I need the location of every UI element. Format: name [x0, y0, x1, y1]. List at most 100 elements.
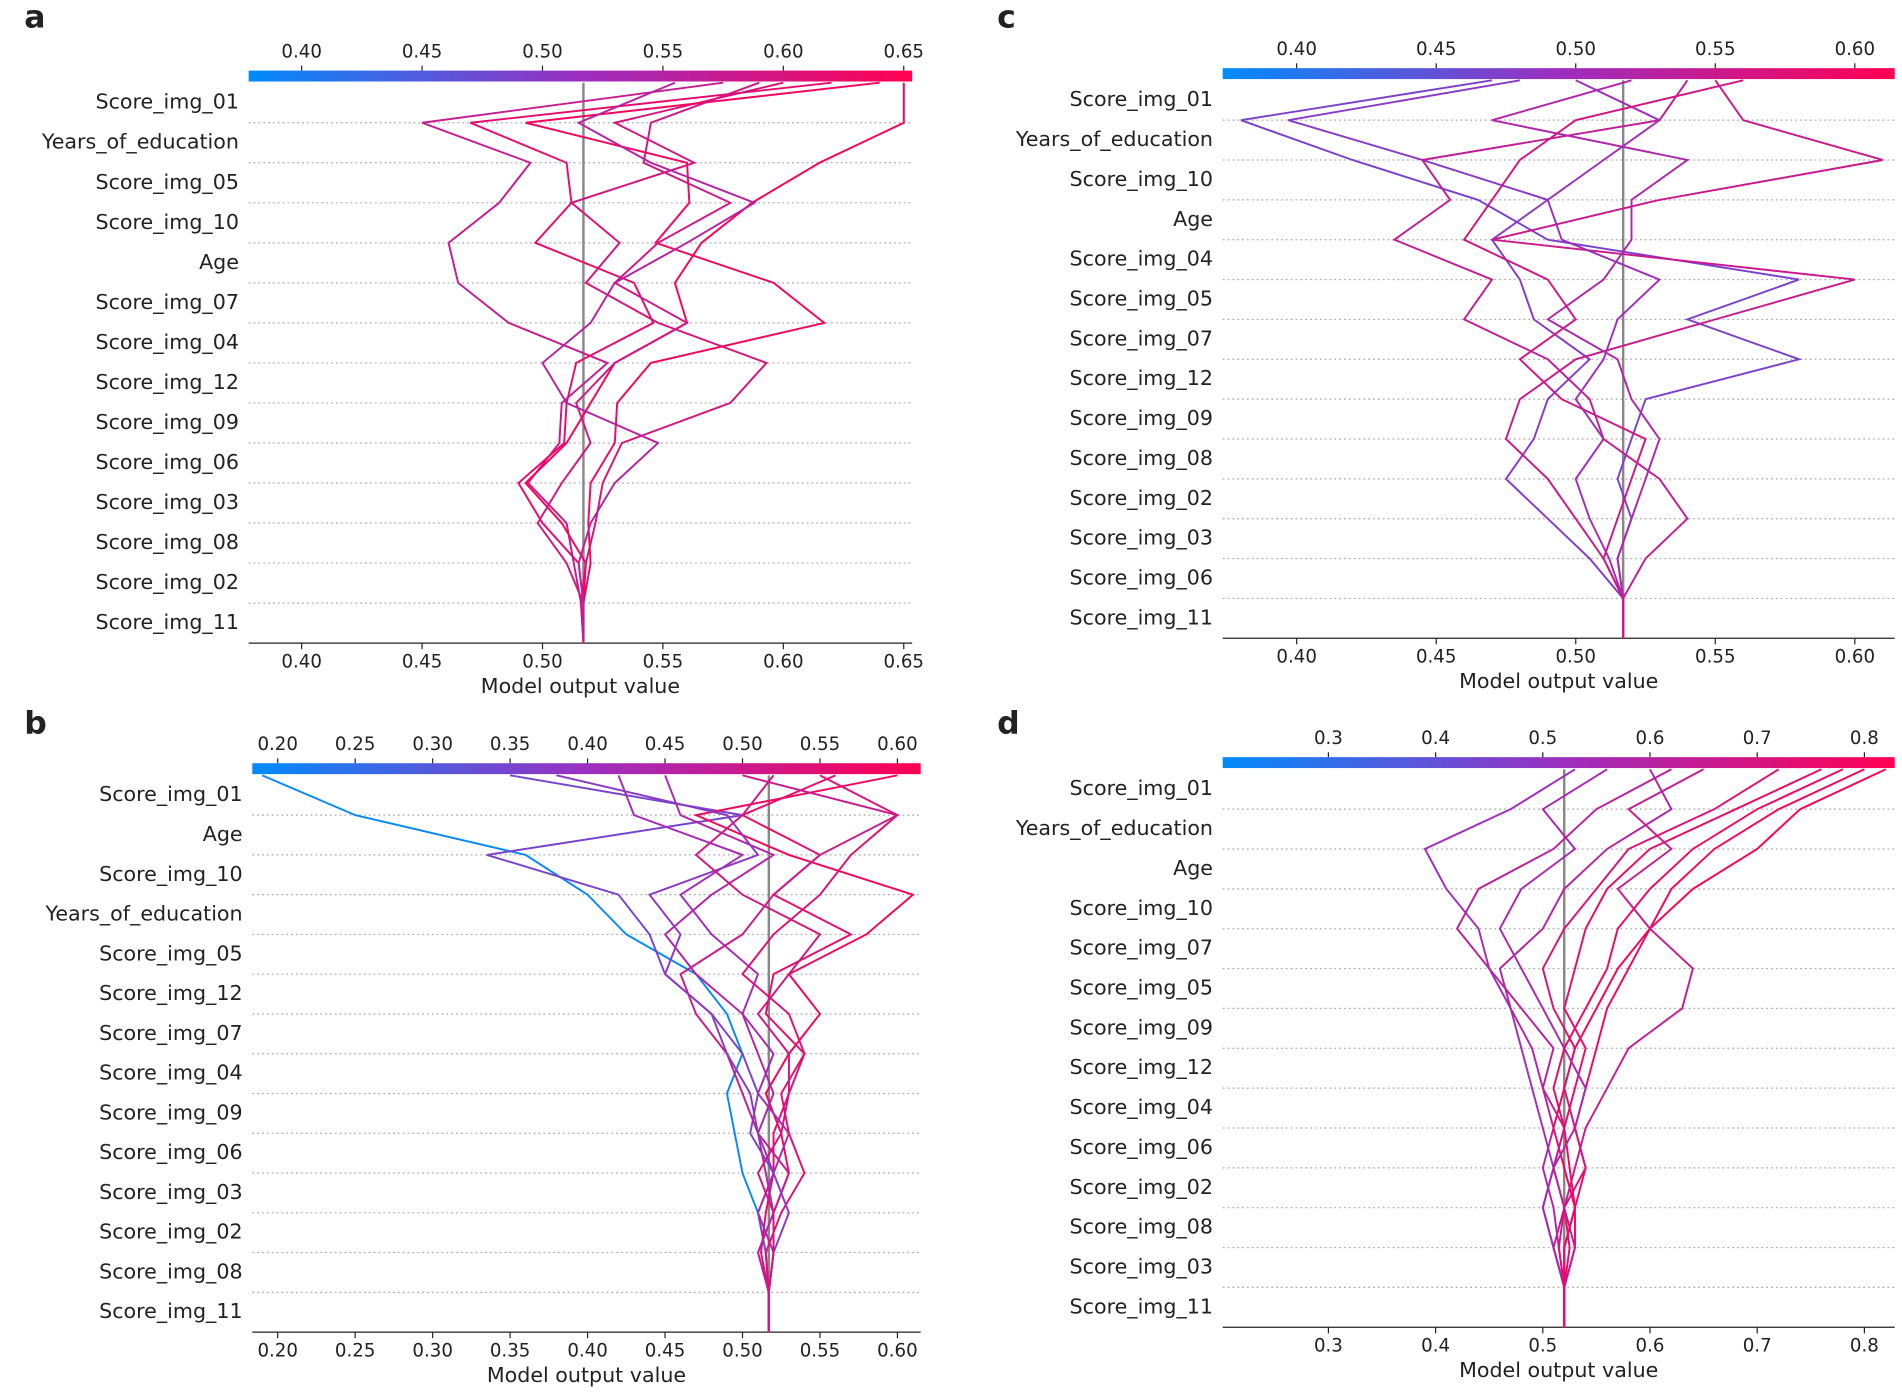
colorbar-tick-label: 0.40 — [567, 734, 607, 755]
feature-label: Score_img_11 — [96, 610, 239, 635]
colorbar-tick-label: 0.6 — [1636, 728, 1665, 749]
x-tick-label: 0.45 — [1416, 647, 1457, 668]
decision-line — [1392, 79, 1689, 639]
feature-label: Score_img_08 — [1070, 446, 1213, 471]
x-tick-label: 0.45 — [402, 652, 443, 673]
x-axis-label: Model output value — [1459, 1358, 1658, 1382]
feature-label: Score_img_11 — [1070, 605, 1213, 630]
feature-label: Score_img_03 — [1070, 1254, 1213, 1279]
panel-label: a — [24, 0, 45, 35]
feature-label: Score_img_10 — [1070, 896, 1213, 921]
feature-label: Score_img_08 — [99, 1259, 242, 1284]
feature-label: Score_img_06 — [1070, 565, 1213, 590]
feature-label: Score_img_05 — [96, 170, 239, 195]
feature-label: Age — [203, 822, 243, 846]
decision-line — [1455, 768, 1672, 1328]
decision-line — [421, 81, 724, 644]
feature-label: Score_img_07 — [1070, 326, 1213, 351]
decision-line — [536, 81, 760, 644]
colorbar-tick-label: 0.4 — [1421, 728, 1450, 749]
x-tick-label: 0.4 — [1421, 1336, 1450, 1357]
colorbar-tick-label: 0.7 — [1743, 728, 1772, 749]
x-axis-label: Model output value — [487, 1363, 686, 1387]
colorbar-tick-label: 0.8 — [1850, 728, 1879, 749]
feature-label: Score_img_03 — [96, 490, 239, 515]
colorbar — [248, 70, 913, 82]
feature-label: Score_img_12 — [1070, 366, 1213, 391]
decision-line — [1552, 768, 1844, 1328]
feature-label: Years_of_education — [1015, 816, 1213, 841]
colorbar-tick-label: 0.60 — [763, 41, 804, 62]
feature-label: Score_img_02 — [96, 570, 239, 595]
feature-label: Score_img_06 — [99, 1140, 242, 1165]
decision-line — [1491, 79, 1883, 639]
colorbar-tick-label: 0.45 — [402, 41, 443, 62]
feature-label: Years_of_education — [1015, 127, 1213, 152]
x-tick-label: 0.40 — [281, 652, 322, 673]
feature-label: Score_img_10 — [1070, 167, 1213, 192]
feature-label: Score_img_01 — [96, 90, 239, 115]
feature-label: Score_img_05 — [1070, 286, 1213, 311]
colorbar — [252, 763, 921, 775]
colorbar-tick-label: 0.45 — [645, 734, 686, 755]
feature-label: Score_img_04 — [1070, 1095, 1213, 1120]
x-tick-label: 0.50 — [1555, 647, 1596, 668]
feature-label: Score_img_10 — [96, 210, 239, 235]
decision-line — [1541, 768, 1780, 1328]
x-tick-label: 0.6 — [1636, 1336, 1665, 1357]
colorbar — [1222, 68, 1895, 80]
decision-line — [556, 774, 790, 1333]
feature-label: Score_img_11 — [1070, 1294, 1213, 1319]
x-tick-label: 0.20 — [257, 1341, 298, 1362]
decision-line — [1563, 768, 1865, 1328]
colorbar-tick-label: 0.50 — [722, 734, 763, 755]
decision-line — [1491, 79, 1690, 639]
colorbar-tick-label: 0.55 — [643, 41, 684, 62]
x-tick-label: 0.60 — [877, 1341, 918, 1362]
feature-label: Score_img_12 — [96, 370, 239, 395]
decision-line — [469, 81, 832, 644]
x-tick-label: 0.30 — [412, 1341, 453, 1362]
decision-line — [1552, 768, 1705, 1328]
feature-label: Score_img_03 — [1070, 526, 1213, 551]
colorbar — [1222, 757, 1895, 769]
feature-label: Years_of_education — [44, 902, 242, 927]
colorbar-tick-label: 0.20 — [257, 734, 298, 755]
feature-label: Score_img_03 — [99, 1180, 242, 1205]
x-tick-label: 0.3 — [1314, 1336, 1343, 1357]
feature-label: Score_img_07 — [99, 1021, 242, 1046]
x-tick-label: 0.45 — [645, 1341, 686, 1362]
feature-label: Score_img_10 — [99, 862, 242, 887]
decision-line — [1462, 79, 1744, 639]
feature-label: Score_img_08 — [1070, 1215, 1213, 1240]
x-tick-label: 0.55 — [1695, 647, 1736, 668]
feature-label: Score_img_11 — [99, 1299, 242, 1324]
colorbar-tick-label: 0.50 — [1555, 39, 1596, 60]
feature-label: Score_img_04 — [1070, 247, 1213, 272]
colorbar-tick-label: 0.60 — [1835, 39, 1876, 60]
colorbar-tick-label: 0.55 — [800, 734, 841, 755]
feature-label: Score_img_09 — [96, 410, 239, 435]
panel-label: b — [24, 705, 47, 741]
x-axis-label: Model output value — [1459, 669, 1658, 693]
colorbar-tick-label: 0.25 — [335, 734, 375, 755]
decision-line — [1288, 79, 1625, 639]
panel-label: d — [997, 705, 1020, 741]
x-tick-label: 0.50 — [522, 652, 563, 673]
x-tick-label: 0.60 — [763, 652, 804, 673]
feature-label: Score_img_09 — [1070, 406, 1213, 431]
x-tick-label: 0.55 — [800, 1341, 841, 1362]
colorbar-tick-label: 0.65 — [884, 41, 924, 62]
x-tick-label: 0.60 — [1835, 647, 1876, 668]
colorbar-tick-label: 0.3 — [1314, 728, 1343, 749]
colorbar-tick-label: 0.40 — [1276, 39, 1317, 60]
decision-line — [541, 81, 757, 644]
feature-label: Age — [199, 250, 239, 274]
x-tick-label: 0.55 — [643, 652, 684, 673]
decision-line — [663, 774, 776, 1333]
feature-label: Score_img_02 — [1070, 486, 1213, 511]
feature-label: Score_img_02 — [99, 1220, 242, 1245]
feature-label: Score_img_04 — [99, 1061, 242, 1086]
colorbar-tick-label: 0.5 — [1528, 728, 1557, 749]
